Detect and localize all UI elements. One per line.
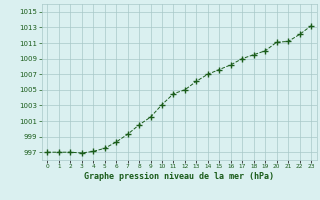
- X-axis label: Graphe pression niveau de la mer (hPa): Graphe pression niveau de la mer (hPa): [84, 172, 274, 181]
